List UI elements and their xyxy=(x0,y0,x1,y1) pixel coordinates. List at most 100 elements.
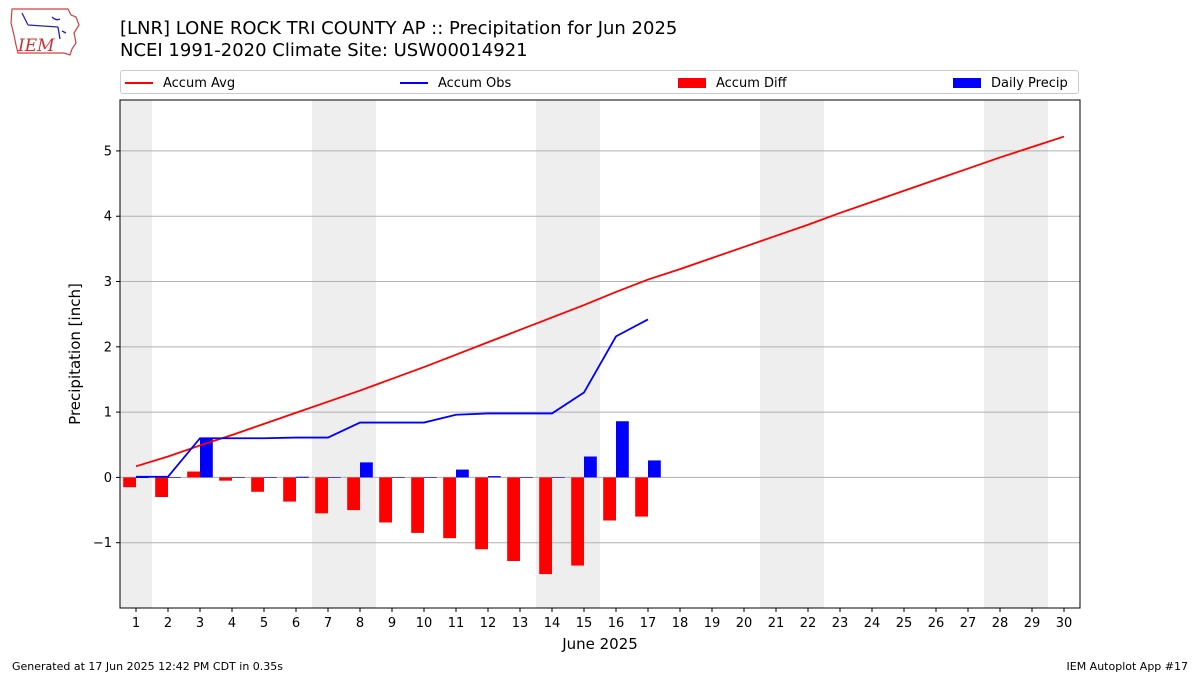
x-tick-label: 26 xyxy=(928,616,945,631)
x-tick-label: 9 xyxy=(388,616,396,631)
x-tick-label: 10 xyxy=(416,616,433,631)
grid-lines xyxy=(120,150,1080,544)
x-tick-label: 28 xyxy=(992,616,1009,631)
accum-obs-line xyxy=(136,318,649,478)
accum-diff-bar xyxy=(219,477,232,481)
accum-avg-line xyxy=(135,135,1065,468)
x-tick-label: 20 xyxy=(736,616,753,631)
weekend-band xyxy=(120,100,152,608)
chart-title: [LNR] LONE ROCK TRI COUNTY AP :: Precipi… xyxy=(120,18,678,39)
bars xyxy=(123,421,661,575)
daily-precip-bar xyxy=(360,462,373,478)
x-tick-label: 6 xyxy=(292,616,300,631)
accum-diff-bar xyxy=(379,477,392,523)
series-lines xyxy=(135,135,1065,478)
y-tick-label: 1 xyxy=(104,406,112,421)
y-tick-label: 4 xyxy=(104,210,112,225)
accum-diff-bar xyxy=(251,477,264,492)
daily-precip-bar xyxy=(200,438,213,478)
x-tick-label: 27 xyxy=(960,616,977,631)
x-tick-label: 14 xyxy=(544,616,561,631)
x-tick-label: 11 xyxy=(448,616,465,631)
legend-item-accum-obs: Accum Obs xyxy=(400,74,511,92)
x-tick-label: 23 xyxy=(832,616,849,631)
iem-logo: IEM xyxy=(10,8,80,56)
daily-precip-bar xyxy=(136,477,149,479)
legend-item-accum-avg: Accum Avg xyxy=(125,74,235,92)
x-tick-label: 22 xyxy=(800,616,817,631)
x-tick-label: 30 xyxy=(1056,616,1073,631)
x-tick-label: 17 xyxy=(640,616,657,631)
x-tick-label: 18 xyxy=(672,616,689,631)
chart-subtitle: NCEI 1991-2020 Climate Site: USW00014921 xyxy=(120,40,528,61)
accum-diff-bar xyxy=(571,477,584,566)
accum-diff-bar xyxy=(411,477,424,533)
x-tick-label: 7 xyxy=(324,616,332,631)
legend-swatch xyxy=(400,82,428,84)
accum-diff-bar xyxy=(603,477,616,521)
accum-diff-bar xyxy=(507,477,520,561)
x-tick-label: 5 xyxy=(260,616,268,631)
daily-precip-bar xyxy=(648,460,661,478)
weekend-band xyxy=(312,100,376,608)
accum-diff-bar xyxy=(443,477,456,539)
legend-swatch xyxy=(125,82,153,84)
legend-swatch xyxy=(678,78,706,88)
accum-diff-bar xyxy=(123,477,136,488)
legend-swatch xyxy=(953,78,981,88)
accum-diff-bar xyxy=(283,477,296,502)
y-tick-label: 3 xyxy=(104,275,112,290)
y-tick-label: 2 xyxy=(104,340,112,355)
daily-precip-bar xyxy=(616,421,629,478)
accum-diff-bar xyxy=(347,477,360,511)
legend-label: Accum Diff xyxy=(716,75,787,91)
logo-text: IEM xyxy=(17,36,55,56)
iowa-state-outline-icon xyxy=(10,8,80,56)
daily-precip-bar xyxy=(520,477,533,479)
x-tick-label: 8 xyxy=(356,616,364,631)
y-tick-label: 0 xyxy=(104,471,112,486)
legend-label: Daily Precip xyxy=(991,75,1068,91)
x-tick-label: 19 xyxy=(704,616,721,631)
accum-diff-bar xyxy=(475,477,488,550)
accum-diff-bar xyxy=(635,477,648,517)
legend-item-daily-precip: Daily Precip xyxy=(953,74,1068,92)
daily-precip-bar xyxy=(328,477,341,479)
daily-precip-bar xyxy=(552,477,565,479)
x-tick-label: 1 xyxy=(132,616,140,631)
x-tick-label: 15 xyxy=(576,616,593,631)
accum-diff-bar xyxy=(187,471,200,478)
daily-precip-bar xyxy=(392,477,405,479)
x-tick-label: 4 xyxy=(228,616,236,631)
daily-precip-bar xyxy=(488,476,501,478)
daily-precip-bar xyxy=(264,477,277,479)
x-tick-label: 21 xyxy=(768,616,785,631)
daily-precip-bar xyxy=(232,477,245,479)
x-axis-label: June 2025 xyxy=(561,635,638,653)
legend-label: Accum Obs xyxy=(438,75,512,91)
weekend-band xyxy=(984,100,1048,608)
x-tick-label: 3 xyxy=(196,616,204,631)
daily-precip-bar xyxy=(168,477,181,479)
x-tick-label: 16 xyxy=(608,616,625,631)
x-tick-label: 2 xyxy=(164,616,172,631)
y-tick-label: −1 xyxy=(93,536,112,551)
daily-precip-bar xyxy=(424,477,437,479)
plot-frame xyxy=(119,99,1081,609)
accum-diff-bar xyxy=(539,477,552,575)
accum-diff-bar xyxy=(155,477,168,497)
daily-precip-bar xyxy=(296,476,309,478)
x-tick-label: 29 xyxy=(1024,616,1041,631)
daily-precip-bar xyxy=(584,456,597,478)
weekend-bands xyxy=(120,100,1048,608)
daily-precip-bar xyxy=(456,469,469,478)
x-tick-label: 13 xyxy=(512,616,529,631)
y-axis-label: Precipitation [inch] xyxy=(66,283,84,425)
weather-station-icon xyxy=(21,12,67,40)
app-credit: IEM Autoplot App #17 xyxy=(1066,660,1189,673)
legend-item-accum-diff: Accum Diff xyxy=(678,74,787,92)
x-tick-label: 25 xyxy=(896,616,913,631)
y-tick-label: 5 xyxy=(104,144,112,159)
